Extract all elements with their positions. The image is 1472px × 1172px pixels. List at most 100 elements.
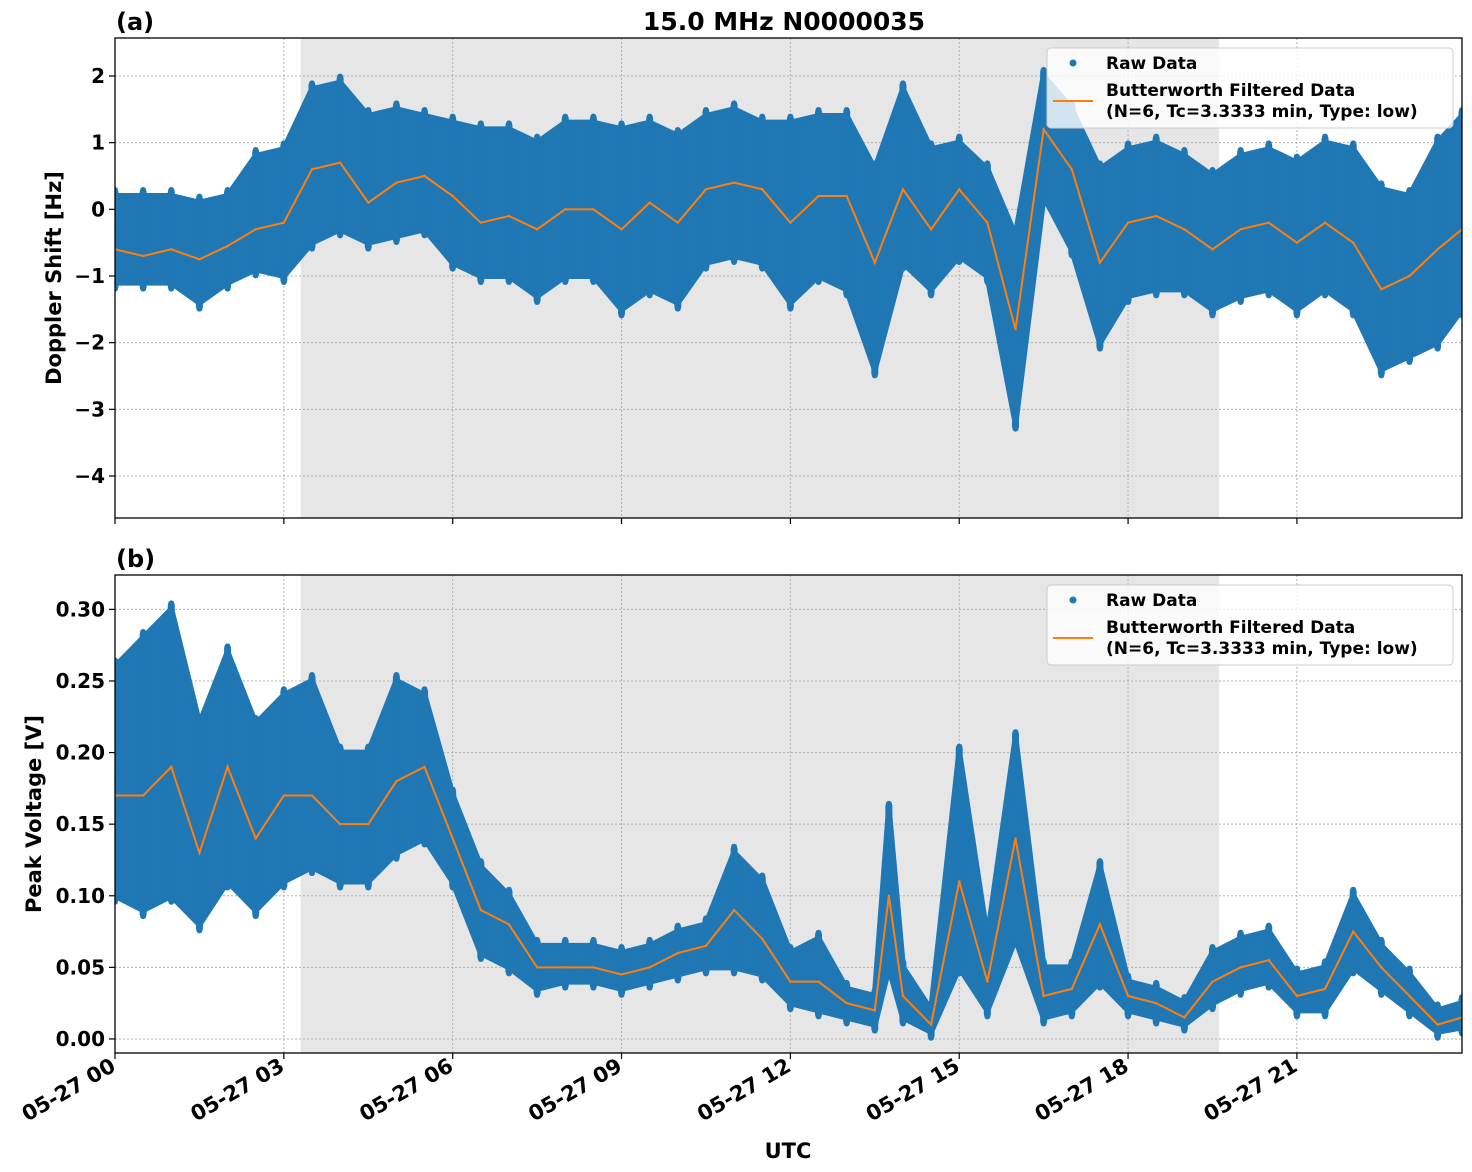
filtered-data-point: [1408, 994, 1411, 998]
raw-data-point: [731, 970, 738, 977]
filtered-data-point: [1183, 228, 1186, 231]
filtered-data-point: [1380, 966, 1383, 969]
y-tick-label: 0.20: [56, 741, 105, 765]
raw-data-point: [759, 265, 766, 272]
raw-data-point: [956, 133, 963, 140]
raw-data-point: [1434, 1034, 1441, 1041]
raw-data-point: [646, 292, 653, 299]
filtered-data-point: [901, 994, 905, 998]
filtered-data-point: [761, 188, 764, 191]
y-tick-label: −3: [74, 397, 105, 421]
raw-data-point: [252, 147, 259, 153]
raw-data-point: [1237, 991, 1244, 998]
raw-data-point: [421, 232, 428, 239]
raw-data-point: [1012, 729, 1019, 736]
raw-data-point: [1181, 1027, 1188, 1034]
filtered-data-point: [1014, 837, 1017, 840]
panel-label: (a): [116, 8, 154, 36]
raw-data-point: [1096, 345, 1103, 352]
raw-data-point: [1181, 292, 1188, 299]
raw-data-point: [956, 743, 963, 750]
filtered-data-point: [845, 1001, 848, 1005]
raw-data-point: [815, 1013, 822, 1020]
raw-data-point: [815, 279, 822, 285]
raw-data-point: [1153, 133, 1160, 140]
raw-data-point: [477, 858, 484, 865]
filtered-data-point: [1211, 980, 1214, 983]
raw-data-point: [618, 120, 625, 127]
y-tick-label: 2: [91, 64, 105, 88]
raw-data-point: [899, 265, 906, 272]
filtered-data-point: [423, 765, 426, 769]
raw-data-point: [365, 884, 372, 891]
filtered-data-point: [535, 228, 539, 231]
raw-data-point: [562, 279, 569, 285]
legend-filtered-label: Butterworth Filtered Data: [1106, 81, 1355, 101]
raw-data-point: [1040, 67, 1047, 73]
raw-data-point: [534, 299, 541, 305]
raw-data-point: [308, 245, 315, 252]
raw-data-point: [871, 372, 878, 379]
raw-data-point: [280, 884, 287, 891]
raw-data-point: [1434, 1001, 1441, 1008]
raw-data-point: [787, 113, 794, 120]
raw-data-point: [1350, 140, 1357, 147]
filtered-data-point: [507, 923, 511, 926]
raw-data-point: [815, 929, 822, 936]
x-tick-label: 05-27 15: [862, 1054, 964, 1127]
raw-data-point: [1322, 292, 1329, 299]
filtered-data-point: [1323, 987, 1327, 991]
raw-data-point: [1040, 199, 1047, 205]
raw-data-point: [885, 970, 892, 977]
filtered-data-point: [1239, 966, 1242, 969]
filtered-data-point: [1436, 1023, 1439, 1026]
raw-data-point: [899, 1020, 906, 1027]
raw-data-point: [1378, 372, 1385, 379]
raw-data-point: [928, 1034, 935, 1041]
filtered-data-point: [1070, 168, 1073, 171]
legend-box: [1046, 47, 1454, 129]
filtered-data-point: [254, 228, 257, 231]
filtered-data-point: [620, 228, 623, 231]
raw-data-point: [618, 991, 625, 998]
raw-data-point: [1459, 1030, 1462, 1037]
filtered-data-point: [1295, 241, 1299, 244]
raw-data-point: [449, 884, 456, 891]
y-tick-label: −2: [74, 331, 105, 355]
raw-data-point: [365, 245, 372, 252]
filtered-data-point: [1351, 930, 1355, 933]
filtered-data-point: [1211, 248, 1214, 251]
filtered-data-point: [198, 258, 201, 261]
raw-data-point: [1406, 359, 1413, 365]
filtered-data-point: [1126, 221, 1130, 224]
raw-data-point: [590, 984, 597, 991]
x-tick-labels: 05-27 00 05-27 03 05-27 06 05-27 09 05-27 12…: [18, 1054, 1302, 1127]
raw-data-point: [843, 107, 850, 113]
raw-data-point: [1125, 972, 1132, 979]
raw-data-point: [1406, 1013, 1413, 1020]
plot-area: [115, 67, 1462, 432]
filtered-data-point: [676, 951, 680, 955]
raw-data-point: [421, 107, 428, 113]
raw-data-point: [984, 160, 991, 167]
raw-data-point: [337, 73, 344, 80]
raw-data-point: [421, 686, 428, 693]
raw-data-point: [196, 714, 203, 721]
legend-box: [1046, 584, 1454, 666]
raw-data-point: [1406, 187, 1413, 193]
filtered-data-point: [873, 1009, 876, 1012]
filtered-data-point: [564, 966, 567, 969]
raw-data-point: [505, 886, 512, 893]
raw-data-point: [1153, 1020, 1160, 1027]
raw-data-point: [674, 305, 681, 312]
raw-data-point: [674, 922, 681, 929]
filtered-data-point: [845, 194, 848, 198]
filtered-data-point: [338, 822, 342, 826]
raw-data-point: [618, 312, 625, 319]
y-axis-label: Doppler Shift [Hz]: [42, 171, 66, 385]
raw-data-point: [1125, 1013, 1132, 1020]
raw-data-point: [1181, 994, 1188, 1001]
raw-data-point: [224, 285, 231, 292]
filtered-data-point: [226, 765, 229, 769]
raw-data-point: [168, 285, 175, 292]
